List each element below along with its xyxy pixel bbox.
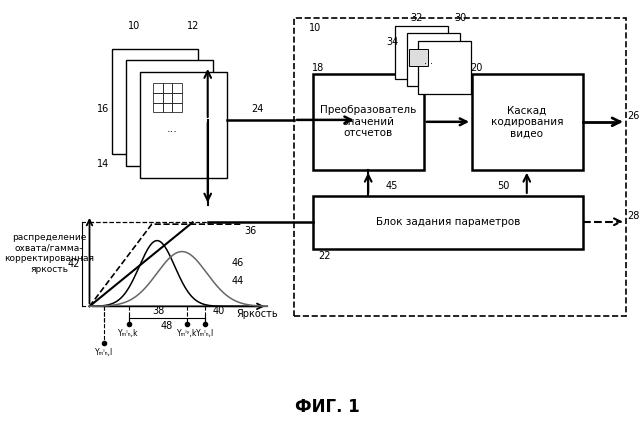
Bar bbox=[172, 83, 182, 93]
Bar bbox=[408, 49, 428, 66]
Text: 32: 32 bbox=[410, 13, 422, 23]
Bar bbox=[126, 60, 212, 166]
Text: ...: ... bbox=[166, 124, 177, 133]
Text: Каскад
кодирования
видео: Каскад кодирования видео bbox=[490, 105, 563, 138]
Text: 10: 10 bbox=[309, 22, 321, 33]
Bar bbox=[163, 83, 172, 93]
Text: ...: ... bbox=[424, 56, 433, 66]
Bar bbox=[472, 74, 582, 170]
Bar bbox=[172, 93, 182, 102]
Bar bbox=[314, 196, 582, 249]
Text: 38: 38 bbox=[152, 306, 164, 316]
Text: Yₘᴵₙ,l: Yₘᴵₙ,l bbox=[95, 348, 113, 357]
Text: ФИГ. 1: ФИГ. 1 bbox=[296, 398, 360, 416]
Text: 26: 26 bbox=[628, 111, 640, 121]
Text: распределение
охвата/гамма-
корректированная
яркость: распределение охвата/гамма- корректирова… bbox=[4, 233, 94, 273]
Text: 36: 36 bbox=[244, 226, 257, 236]
Bar bbox=[418, 41, 471, 94]
Bar bbox=[153, 102, 163, 112]
Bar bbox=[153, 83, 163, 93]
Text: 14: 14 bbox=[97, 159, 109, 169]
Text: 18: 18 bbox=[312, 63, 324, 73]
Bar bbox=[111, 49, 198, 155]
Text: 30: 30 bbox=[454, 13, 467, 23]
Bar bbox=[163, 93, 172, 102]
Text: Yₘᴵₙ,l: Yₘᴵₙ,l bbox=[196, 329, 214, 338]
Text: 44: 44 bbox=[232, 276, 244, 286]
Text: 20: 20 bbox=[470, 63, 483, 73]
Bar bbox=[314, 74, 424, 170]
Bar bbox=[294, 18, 626, 316]
Text: 45: 45 bbox=[386, 181, 399, 191]
Text: Yₘᴵₙ,k: Yₘᴵₙ,k bbox=[118, 329, 139, 338]
Text: 22: 22 bbox=[319, 251, 332, 261]
Text: 28: 28 bbox=[628, 211, 640, 221]
Text: Преобразователь
значений
отсчетов: Преобразователь значений отсчетов bbox=[320, 105, 417, 138]
Text: 34: 34 bbox=[386, 37, 398, 47]
Text: Яркость: Яркость bbox=[237, 309, 278, 319]
Text: 42: 42 bbox=[68, 259, 80, 269]
Text: 46: 46 bbox=[232, 258, 244, 268]
Text: 40: 40 bbox=[212, 306, 225, 316]
Text: 10: 10 bbox=[127, 21, 140, 31]
Bar bbox=[140, 72, 227, 178]
Text: 12: 12 bbox=[187, 21, 200, 31]
Text: Блок задания параметров: Блок задания параметров bbox=[376, 217, 520, 227]
Text: 24: 24 bbox=[252, 104, 264, 114]
Text: 50: 50 bbox=[497, 181, 510, 191]
Text: Yₘᴵʸ,k: Yₘᴵʸ,k bbox=[177, 329, 198, 338]
Bar bbox=[395, 26, 448, 79]
Bar bbox=[153, 93, 163, 102]
Text: 16: 16 bbox=[97, 104, 109, 114]
Bar bbox=[406, 33, 460, 86]
Text: 48: 48 bbox=[161, 321, 173, 330]
Bar bbox=[172, 102, 182, 112]
Bar bbox=[163, 102, 172, 112]
